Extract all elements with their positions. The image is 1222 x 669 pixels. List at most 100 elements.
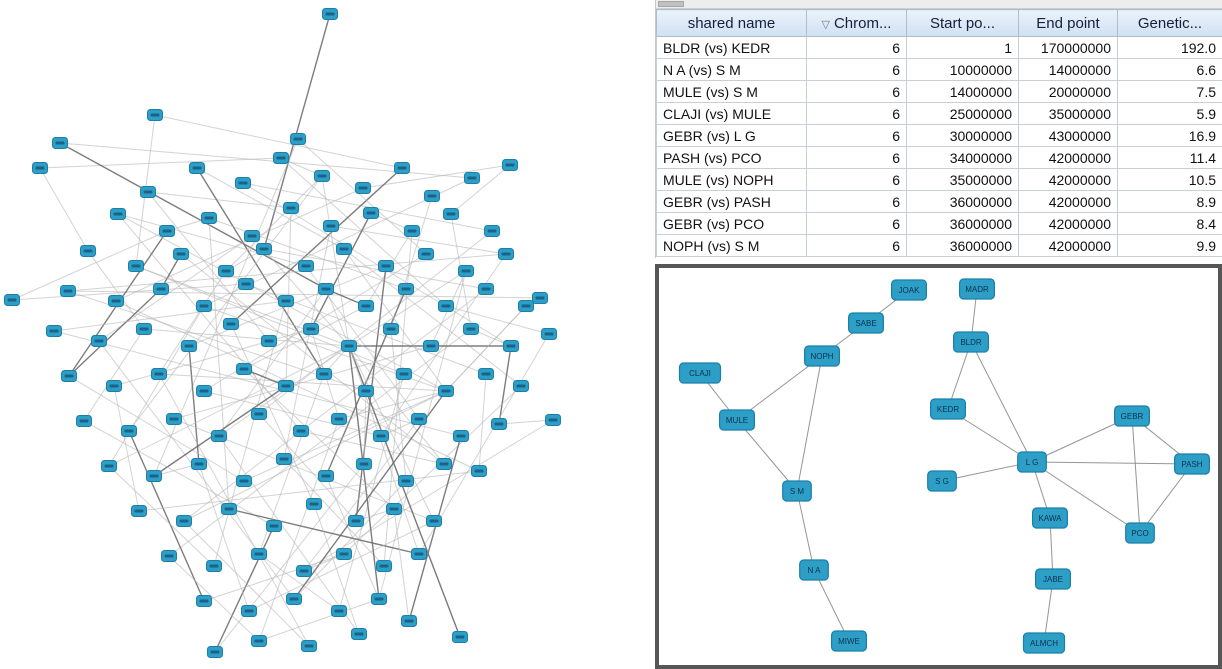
cell-value[interactable]: 6 [806,58,907,81]
network-edge[interactable] [59,142,473,179]
network-edge[interactable] [108,465,215,567]
network-node[interactable] [106,380,122,392]
network-edge[interactable] [218,435,360,635]
cell-value[interactable]: 34000000 [906,146,1019,169]
network-node[interactable] [423,340,439,352]
network-edge[interactable] [796,490,815,571]
network-edge[interactable] [147,191,292,209]
network-node[interactable] [221,503,237,515]
network-node-almch[interactable]: ALMCH [1022,632,1066,654]
network-node[interactable] [251,635,267,647]
network-edge[interactable] [338,390,447,420]
network-node[interactable] [331,413,347,425]
node-shape[interactable] [927,470,957,492]
network-node[interactable] [331,605,347,617]
network-node-jabe[interactable]: JABE [1035,568,1072,590]
network-edge[interactable] [348,270,467,347]
network-edge[interactable] [258,598,380,642]
network-edge[interactable] [280,157,447,307]
network-node[interactable] [293,425,309,437]
network-node[interactable] [191,458,207,470]
network-node-kedr[interactable]: KEDR [930,398,967,420]
node-shape[interactable] [1032,507,1069,529]
network-node[interactable] [211,430,227,442]
node-shape[interactable] [891,279,928,301]
network-node[interactable] [383,323,399,335]
network-node[interactable] [235,177,251,189]
network-node[interactable] [166,413,182,425]
network-node[interactable] [296,565,312,577]
network-node[interactable] [108,295,124,307]
network-edge[interactable] [214,525,275,653]
network-node[interactable] [323,220,339,232]
network-node[interactable] [273,152,289,164]
network-edge[interactable] [39,157,282,169]
network-node-miwe[interactable]: MIWE [831,630,868,652]
network-node[interactable] [266,520,282,532]
network-node[interactable] [60,285,76,297]
network-edge[interactable] [1031,461,1141,534]
cell-shared-name[interactable]: PASH (vs) PCO [656,146,807,169]
network-edge[interactable] [408,435,462,622]
network-edge[interactable] [128,175,323,432]
network-edge[interactable] [113,340,270,387]
cell-shared-name[interactable]: NOPH (vs) S M [656,234,807,257]
network-node[interactable] [261,335,277,347]
network-edge[interactable] [343,248,522,387]
network-node[interactable] [316,368,332,380]
network-node[interactable] [341,340,357,352]
network-edge[interactable] [198,463,250,612]
network-edge[interactable] [1131,415,1141,534]
network-edge[interactable] [218,288,327,437]
node-shape[interactable] [1035,568,1072,590]
network-node[interactable] [196,300,212,312]
network-edge[interactable] [225,175,323,272]
network-node[interactable] [256,243,272,255]
network-edge[interactable] [498,419,554,425]
table-row[interactable]: GEBR (vs) PASH 6 36000000 42000000 8.9 [656,190,1222,213]
network-node[interactable] [541,328,557,340]
network-edge[interactable] [947,341,972,410]
network-edge[interactable] [243,305,367,370]
network-node[interactable] [244,230,260,242]
node-shape[interactable] [848,312,885,334]
network-node[interactable] [336,243,352,255]
network-node[interactable] [411,413,427,425]
subnetwork-canvas[interactable]: JOAK MADR SABE NOPH BLDR CLAJI MULE KEDR GEBR L G… [659,268,1218,665]
network-node[interactable] [371,593,387,605]
network-node-s-g[interactable]: S G [927,470,957,492]
network-node[interactable] [463,323,479,335]
network-node[interactable] [207,646,223,658]
network-edge[interactable] [83,420,275,527]
cell-value[interactable]: 6 [806,168,907,191]
network-node[interactable] [436,458,452,470]
network-edge[interactable] [183,520,310,647]
network-node[interactable] [478,368,494,380]
network-node[interactable] [443,208,459,220]
cell-value[interactable]: 42000000 [1018,190,1118,213]
network-edge[interactable] [362,164,511,189]
cell-value[interactable]: 20000000 [1018,80,1118,103]
table-row[interactable]: MULE (vs) S M 6 14000000 20000000 7.5 [656,80,1222,103]
network-node[interactable] [394,162,410,174]
network-node[interactable] [278,295,294,307]
network-node[interactable] [518,300,534,312]
network-edge[interactable] [970,341,1033,463]
cell-value[interactable]: 6 [806,212,907,235]
network-edge[interactable] [196,167,345,250]
network-edge[interactable] [147,191,270,342]
network-edge[interactable] [180,253,445,465]
cell-value[interactable]: 42000000 [1018,234,1118,257]
network-node[interactable] [238,278,254,290]
network-edge[interactable] [168,555,260,642]
network-node[interactable] [376,560,392,572]
network-node[interactable] [206,560,222,572]
network-edge[interactable] [300,430,445,465]
network-node[interactable] [484,225,500,237]
network-edge[interactable] [87,250,145,330]
cell-shared-name[interactable]: MULE (vs) NOPH [656,168,807,191]
network-edge[interactable] [450,164,511,215]
table-row[interactable]: CLAJI (vs) MULE 6 25000000 35000000 5.9 [656,102,1222,125]
network-edge[interactable] [143,328,350,347]
network-edge[interactable] [258,418,340,642]
